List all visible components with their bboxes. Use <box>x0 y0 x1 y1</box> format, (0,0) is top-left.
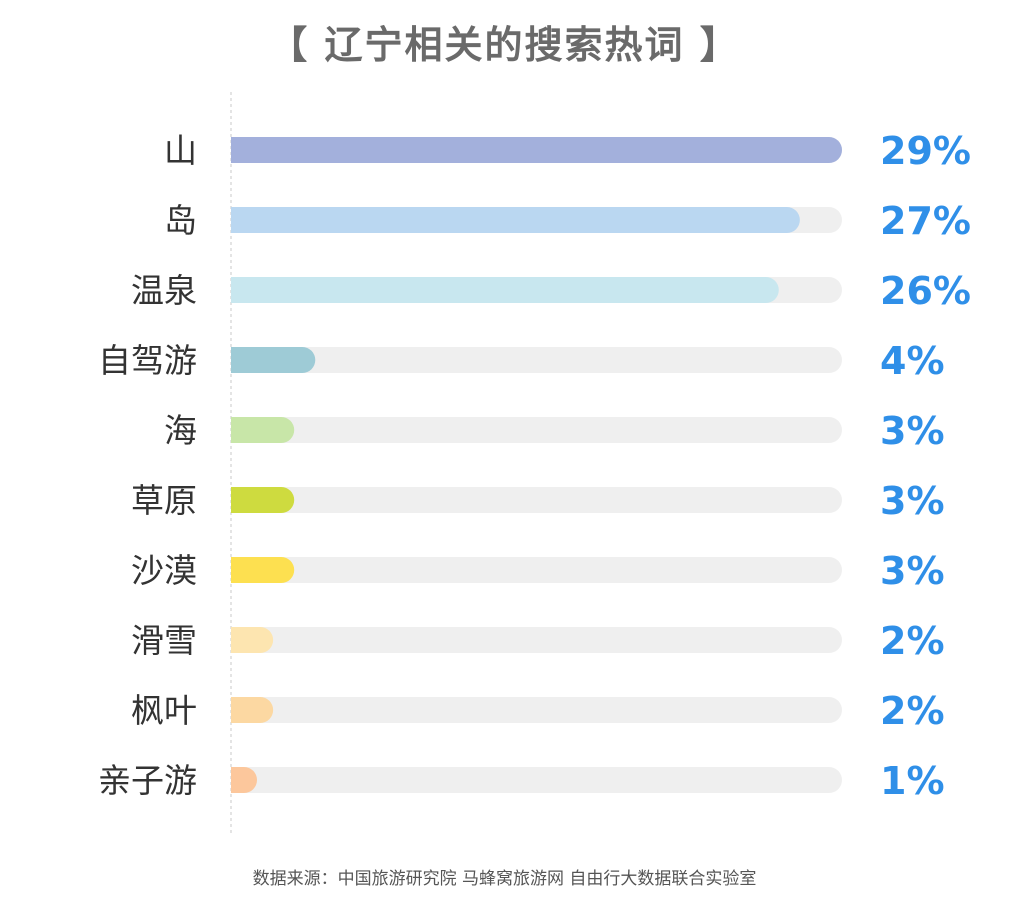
bar <box>231 557 295 583</box>
value-label: 1% <box>880 759 945 803</box>
value-label: 4% <box>880 339 945 383</box>
category-label: 岛 <box>164 201 197 240</box>
category-label: 滑雪 <box>131 621 197 660</box>
category-label: 温泉 <box>131 271 197 310</box>
bar <box>231 137 842 163</box>
bar-track <box>231 487 842 513</box>
category-label: 草原 <box>131 481 197 520</box>
bar-track <box>231 347 842 373</box>
bar-track <box>231 417 842 443</box>
category-label: 沙漠 <box>131 551 197 590</box>
bar <box>231 347 316 373</box>
category-label: 自驾游 <box>98 341 197 380</box>
bars-layer: 山 29% 岛 27% 温泉 26% 自驾游 4% 海 3% 草原 3% 沙漠 3% 滑雪 2% 枫叶 2% 亲子游… <box>98 129 971 803</box>
value-label: 3% <box>880 409 945 453</box>
source-note: 数据来源：中国旅游研究院 马蜂窝旅游网 自由行大数据联合实验室 <box>252 869 757 889</box>
bar-track <box>231 627 842 653</box>
bar <box>231 277 779 303</box>
bar-track <box>231 557 842 583</box>
chart-title: 【 辽宁相关的搜索热词 】 <box>269 23 740 67</box>
bar <box>231 627 274 653</box>
bar <box>231 697 274 723</box>
bar-track <box>231 767 842 793</box>
bar <box>231 207 800 233</box>
value-label: 2% <box>880 689 945 733</box>
category-label: 山 <box>164 131 197 170</box>
value-label: 29% <box>880 129 971 173</box>
bar-track <box>231 697 842 723</box>
value-label: 26% <box>880 269 971 313</box>
bar <box>231 417 295 443</box>
bar <box>231 487 295 513</box>
value-label: 2% <box>880 619 945 663</box>
category-label: 亲子游 <box>98 761 197 800</box>
bar <box>231 767 257 793</box>
value-label: 27% <box>880 199 971 243</box>
value-label: 3% <box>880 479 945 523</box>
value-label: 3% <box>880 549 945 593</box>
category-label: 枫叶 <box>131 691 197 730</box>
category-label: 海 <box>164 411 197 450</box>
